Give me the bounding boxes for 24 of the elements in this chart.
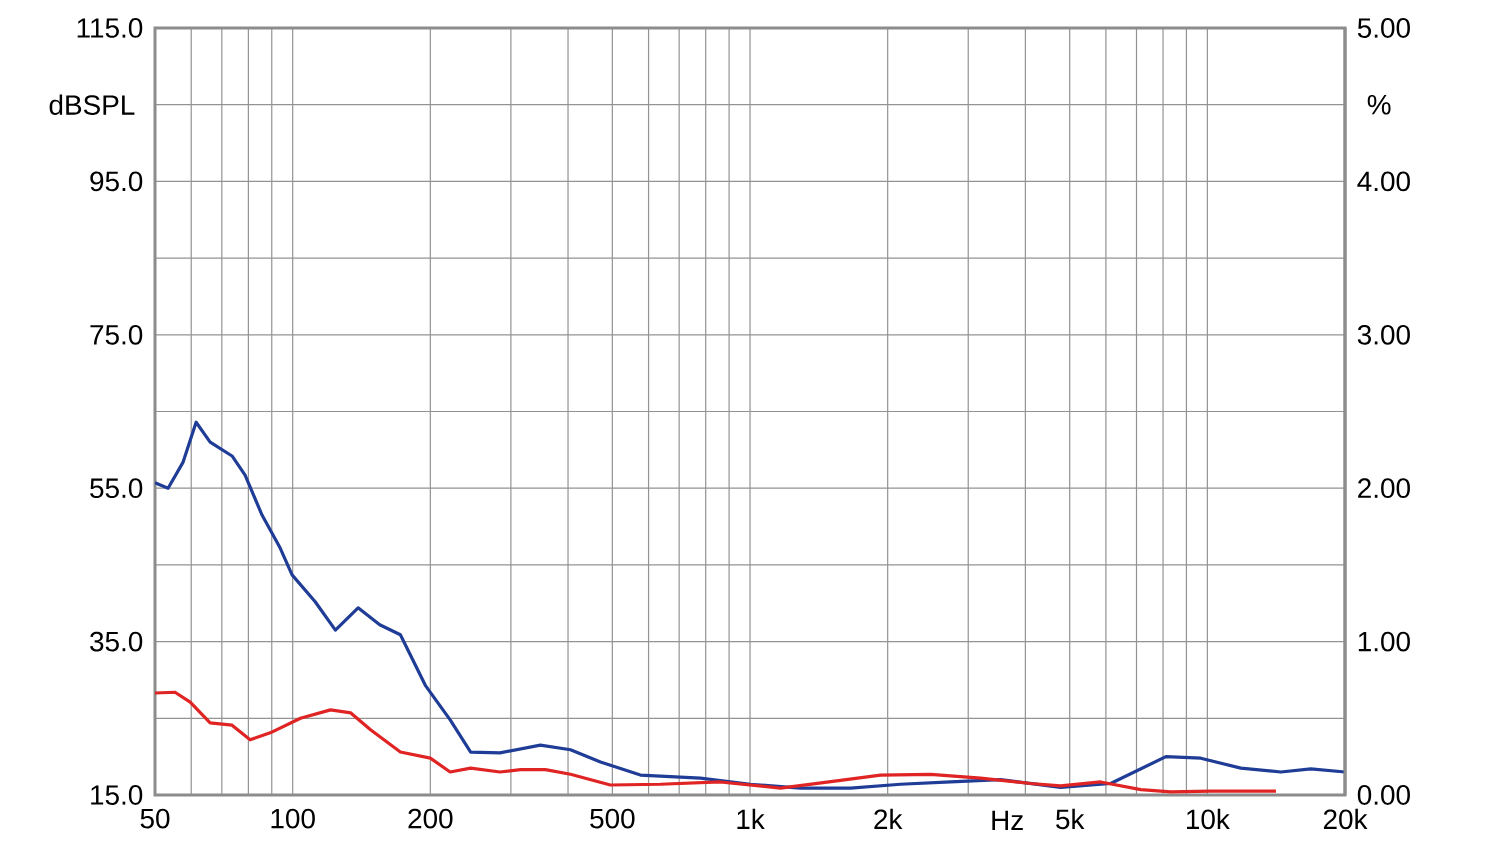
y-tick-label: 55.0 bbox=[90, 478, 143, 499]
y-tick-label: 35.0 bbox=[90, 631, 143, 652]
x-tick-label: 1k bbox=[737, 808, 765, 829]
y-tick-label: 95.0 bbox=[90, 171, 143, 192]
x-tick-label: 5k bbox=[1056, 808, 1085, 830]
y-tick-label: 15.0 bbox=[91, 785, 143, 805]
y2-tick-label: 1.00 bbox=[1358, 631, 1410, 652]
y2-tick-label: 5.00 bbox=[1357, 18, 1410, 38]
x-tick-label: 20k bbox=[1323, 808, 1368, 830]
y2-tick-label: 4.00 bbox=[1357, 171, 1410, 192]
y2-tick-label: 0.00 bbox=[1357, 785, 1410, 805]
y2-tick-label: 2.00 bbox=[1358, 478, 1410, 499]
y2-axis-title: % bbox=[1367, 94, 1391, 115]
x-tick-label: 200 bbox=[408, 808, 453, 829]
x-tick-label: 10k bbox=[1187, 808, 1230, 830]
x-tick-label: 100 bbox=[271, 808, 315, 829]
y-tick-label: 115.0 bbox=[77, 18, 143, 38]
y-axis-title: dBSPL bbox=[49, 94, 135, 115]
y-tick-label: 75.0 bbox=[90, 324, 143, 345]
x-tick-label: 2k bbox=[874, 808, 903, 829]
y2-tick-label: 3.00 bbox=[1357, 324, 1410, 345]
x-tick-label: 500 bbox=[590, 808, 635, 829]
x-axis-title: Hz bbox=[992, 810, 1023, 830]
x-tick-label: 50 bbox=[140, 808, 170, 829]
